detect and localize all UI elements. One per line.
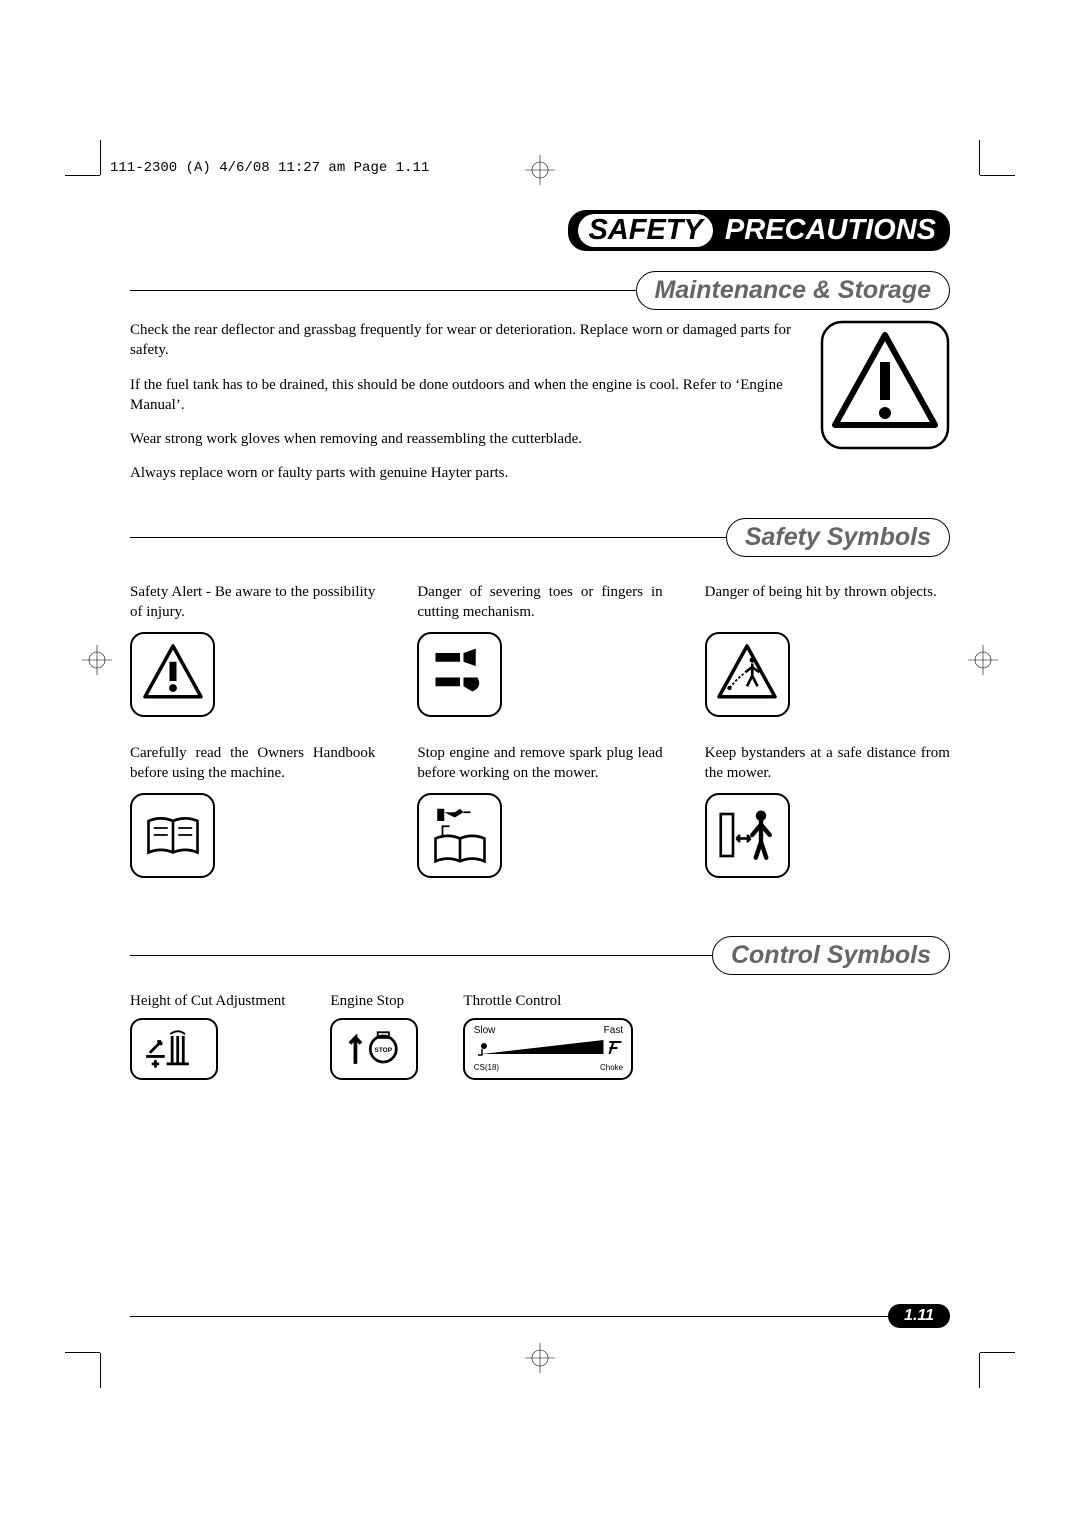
page-number-rule [130, 1316, 888, 1317]
section-header-control-symbols: Control Symbols [130, 936, 950, 975]
throttle-choke-label: Choke [600, 1063, 623, 1072]
safety-symbol-item: Danger of being hit by thrown objects. [705, 582, 950, 725]
maintenance-paragraph: Check the rear deflector and grassbag fr… [130, 320, 800, 361]
page-number-wrap: 1.11 [130, 1304, 950, 1328]
throttle-control-icon: Slow Fast CS(18) Choke [463, 1018, 633, 1080]
print-header-meta: 111-2300 (A) 4/6/08 11:27 am Page 1.11 [110, 160, 429, 176]
symbol-desc: Carefully read the Owners Handbook befor… [130, 743, 375, 785]
safety-symbol-item: Carefully read the Owners Handbook befor… [130, 743, 375, 886]
title-rest: PRECAUTIONS [725, 214, 936, 246]
main-title-wrap: SAFETY PRECAUTIONS [130, 210, 950, 251]
crop-mark [980, 1352, 1015, 1353]
registration-mark-icon [82, 645, 112, 675]
page-number: 1.11 [888, 1304, 950, 1328]
thrown-object-icon [705, 632, 790, 717]
section-rule [130, 537, 727, 538]
maintenance-row: Check the rear deflector and grassbag fr… [130, 320, 950, 498]
safety-symbol-item: Stop engine and remove spark plug lead b… [417, 743, 662, 886]
section-header-maintenance: Maintenance & Storage [130, 271, 950, 310]
main-title: SAFETY PRECAUTIONS [568, 210, 950, 251]
crop-mark [65, 1352, 100, 1353]
throttle-slow-label: Slow [474, 1025, 496, 1036]
page-content: SAFETY PRECAUTIONS Maintenance & Storage… [130, 210, 950, 1318]
sever-hand-foot-icon [417, 632, 502, 717]
section-rule [130, 955, 713, 956]
control-label: Height of Cut Adjustment [130, 993, 285, 1010]
maintenance-text: Check the rear deflector and grassbag fr… [130, 320, 800, 498]
bystander-distance-icon [705, 793, 790, 878]
control-symbol-item: Throttle Control Slow Fast C [463, 993, 633, 1080]
spark-plug-manual-icon [417, 793, 502, 878]
svg-text:STOP: STOP [375, 1046, 393, 1053]
height-cut-icon [130, 1018, 218, 1080]
control-label: Engine Stop [330, 993, 418, 1010]
control-symbol-item: Height of Cut Adjustment [130, 993, 285, 1080]
maintenance-paragraph: Wear strong work gloves when removing an… [130, 429, 800, 449]
registration-mark-icon [525, 155, 555, 185]
section-label-safety-symbols: Safety Symbols [726, 518, 950, 557]
crop-mark [100, 1353, 101, 1388]
warning-triangle-icon [820, 320, 950, 450]
alert-triangle-icon [130, 632, 215, 717]
crop-mark [979, 140, 980, 175]
throttle-inner: Slow Fast CS(18) Choke [474, 1025, 623, 1072]
engine-stop-icon: STOP [330, 1018, 418, 1080]
safety-symbols-grid: Safety Alert - Be aware to the possibili… [130, 582, 950, 886]
symbol-desc: Danger of being hit by thrown objects. [705, 582, 950, 624]
safety-symbol-item: Safety Alert - Be aware to the possibili… [130, 582, 375, 725]
title-oval-word: SAFETY [578, 214, 712, 247]
safety-symbol-item: Keep bystanders at a safe distance from … [705, 743, 950, 886]
crop-mark [65, 175, 100, 176]
symbol-desc: Safety Alert - Be aware to the possibili… [130, 582, 375, 624]
section-label-control-symbols: Control Symbols [712, 936, 950, 975]
read-manual-icon [130, 793, 215, 878]
control-symbol-item: Engine Stop STOP [330, 993, 418, 1080]
section-header-safety-symbols: Safety Symbols [130, 518, 950, 557]
symbol-desc: Stop engine and remove spark plug lead b… [417, 743, 662, 785]
safety-symbol-item: Danger of severing toes or fingers in cu… [417, 582, 662, 725]
section-label-maintenance: Maintenance & Storage [636, 271, 950, 310]
control-symbols-row: Height of Cut Adjustment Engine Stop [130, 993, 950, 1080]
control-label: Throttle Control [463, 993, 633, 1010]
crop-mark [100, 140, 101, 175]
throttle-fast-label: Fast [604, 1025, 623, 1036]
symbol-desc: Keep bystanders at a safe distance from … [705, 743, 950, 785]
maintenance-paragraph: If the fuel tank has to be drained, this… [130, 375, 800, 416]
section-rule [130, 290, 637, 291]
throttle-code-label: CS(18) [474, 1063, 499, 1072]
registration-mark-icon [525, 1343, 555, 1373]
crop-mark [979, 1353, 980, 1388]
registration-mark-icon [968, 645, 998, 675]
crop-mark [980, 175, 1015, 176]
maintenance-paragraph: Always replace worn or faulty parts with… [130, 463, 800, 483]
symbol-desc: Danger of severing toes or fingers in cu… [417, 582, 662, 624]
